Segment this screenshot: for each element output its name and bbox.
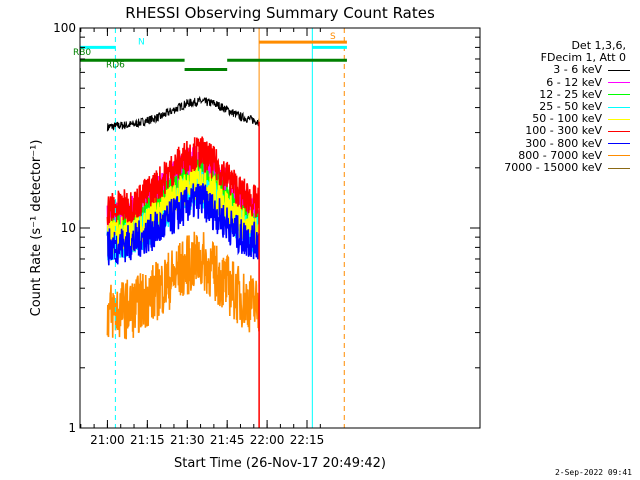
flag-rb0-label: RB0 [73, 48, 91, 58]
series-3-6-kev-line [106, 95, 260, 132]
y-axis-label: Count Rate (s⁻¹ detector⁻¹) [29, 140, 44, 317]
legend-item-label: 100 - 300 keV [525, 124, 602, 138]
legend-item-swatch [608, 155, 630, 157]
legend-item-label: 300 - 800 keV [525, 136, 602, 150]
legend-item-label: 6 - 12 keV [546, 75, 602, 89]
x-tick-label: 21:15 [130, 433, 165, 447]
x-tick-label: 22:00 [250, 433, 285, 447]
legend-item-label: 12 - 25 keV [539, 87, 602, 101]
y-tick-label: 100 [53, 21, 76, 35]
legend-item-swatch [608, 106, 630, 108]
legend-item-3-6-kev: 3 - 6 keV [488, 64, 630, 76]
legend-item-swatch [608, 94, 630, 96]
legend-header-line-1: Det 1,3,6, [571, 39, 626, 52]
flag-n-label: N [138, 37, 145, 47]
legend-item-50-100-kev: 50 - 100 keV [488, 113, 630, 125]
flag-s-label: S [330, 32, 336, 42]
legend-rows: 3 - 6 keV 6 - 12 keV 12 - 25 keV 25 - 50 ke… [488, 64, 630, 174]
y-tick-label: 10 [61, 221, 76, 235]
flag-rd6-label: RD6 [106, 61, 125, 71]
legend-item-label: 25 - 50 keV [539, 100, 602, 114]
chart-title: RHESSI Observing Summary Count Rates [125, 4, 435, 22]
legend-item-swatch [608, 131, 630, 133]
legend-item-label: 7000 - 15000 keV [504, 161, 602, 175]
x-tick-label: 22:15 [290, 433, 325, 447]
legend: Det 1,3,6, FDecim 1, Att 0 3 - 6 keV 6 - … [488, 39, 630, 174]
footer-date: 2-Sep-2022 09:41 [554, 468, 632, 477]
legend-item-swatch [608, 70, 630, 71]
x-tick-label: 21:30 [170, 433, 205, 447]
axes-layer: 21:00 21:15 21:30 21:45 22:00 22:15 1 10 100 [53, 21, 480, 447]
series-300-800-kev-line [106, 183, 260, 266]
x-tick-label: 21:45 [210, 433, 245, 447]
legend-header-line-2: FDecim 1, Att 0 [540, 51, 626, 65]
series-800-7000-kev-line [106, 231, 260, 340]
x-tick-label: 21:00 [90, 433, 125, 447]
legend-item-7000-15000-kev: 7000 - 15000 keV [488, 161, 630, 175]
series-100-300-kev-line [106, 136, 260, 225]
legend-item-swatch [608, 82, 630, 84]
legend-item-300-800-kev: 300 - 800 keV [488, 136, 630, 150]
legend-item-label: 3 - 6 keV [553, 63, 602, 77]
legend-item-800-7000-kev: 800 - 7000 keV [488, 148, 630, 162]
legend-item-swatch [608, 118, 630, 120]
legend-item-25-50-kev: 25 - 50 keV [488, 100, 630, 114]
legend-item-swatch [608, 167, 630, 169]
legend-item-label: 800 - 7000 keV [518, 148, 602, 162]
traces-layer [106, 95, 260, 340]
legend-item-12-25-kev: 12 - 25 keV [488, 87, 630, 101]
legend-item-swatch [608, 143, 630, 145]
x-axis-label: Start Time (26-Nov-17 20:49:42) [174, 456, 386, 471]
legend-item-100-300-kev: 100 - 300 keV [488, 125, 630, 137]
y-tick-label: 1 [68, 421, 76, 435]
legend-item-label: 50 - 100 keV [532, 112, 602, 126]
flags-layer: N S RB0 RD6 [73, 28, 347, 428]
legend-item-6-12-kev: 6 - 12 keV [488, 75, 630, 89]
